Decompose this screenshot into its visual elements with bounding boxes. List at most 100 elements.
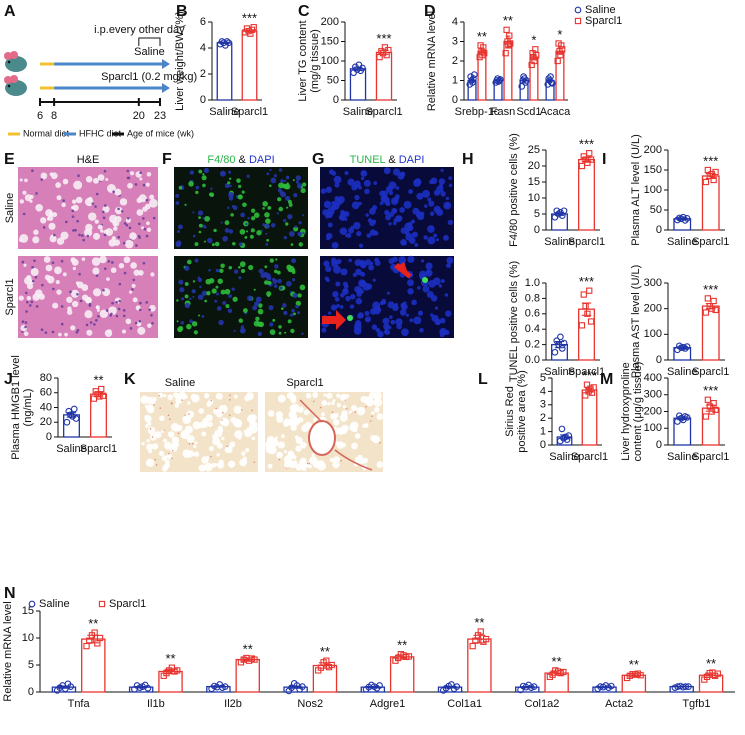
texture-dot bbox=[267, 463, 273, 469]
texture-dot bbox=[95, 192, 99, 196]
texture-dot bbox=[360, 271, 366, 277]
texture-dot bbox=[202, 173, 205, 176]
x-tick-label: Saline bbox=[56, 443, 87, 455]
y-tick-label: 0.4 bbox=[525, 323, 540, 335]
significance: ** bbox=[397, 638, 407, 653]
texture-dot bbox=[306, 462, 309, 465]
texture-dot bbox=[178, 391, 187, 401]
texture-dot bbox=[228, 170, 232, 174]
y-tick-label: 200 bbox=[321, 16, 339, 28]
texture-dot bbox=[342, 288, 349, 295]
texture-dot bbox=[422, 285, 430, 293]
bar bbox=[701, 305, 720, 361]
bar bbox=[241, 30, 258, 101]
texture-dot bbox=[239, 261, 246, 268]
texture-dot bbox=[142, 183, 146, 187]
texture-dot bbox=[204, 392, 210, 399]
texture-dot bbox=[35, 203, 43, 212]
texture-dot bbox=[91, 257, 101, 266]
data-point bbox=[560, 339, 568, 347]
texture-dot bbox=[327, 222, 333, 228]
texture-dot bbox=[85, 323, 89, 327]
bar bbox=[158, 670, 183, 693]
texture-dot bbox=[217, 462, 224, 469]
y-axis-label: TUNEL positive cells (%) bbox=[508, 261, 520, 382]
data-point bbox=[560, 668, 567, 676]
texture-dot bbox=[221, 436, 225, 441]
texture-dot bbox=[340, 427, 348, 435]
texture-dot bbox=[71, 258, 79, 266]
texture-dot bbox=[99, 255, 107, 264]
y-axis-label: Relative mRNA level bbox=[2, 601, 14, 701]
significance: ** bbox=[552, 654, 562, 669]
texture-dot bbox=[257, 308, 264, 315]
texture-dot bbox=[170, 401, 173, 404]
texture-dot bbox=[118, 299, 122, 303]
texture-dot bbox=[186, 450, 195, 458]
texture-dot bbox=[85, 296, 92, 304]
data-point bbox=[712, 168, 719, 176]
y-tick-label: 200 bbox=[644, 405, 662, 417]
texture-dot bbox=[339, 227, 348, 236]
texture-dot bbox=[365, 283, 373, 290]
data-point bbox=[586, 150, 593, 157]
texture-dot bbox=[330, 204, 337, 211]
texture-dot bbox=[336, 259, 342, 264]
texture-dot bbox=[113, 222, 117, 226]
texture-dot bbox=[283, 179, 287, 183]
texture-dot bbox=[168, 431, 175, 438]
legend-label: Sparcl1 bbox=[109, 598, 146, 610]
texture-dot bbox=[388, 222, 392, 226]
texture-dot bbox=[287, 199, 292, 204]
significance: *** bbox=[376, 31, 391, 46]
texture-dot bbox=[394, 303, 399, 307]
texture-dot bbox=[158, 392, 164, 398]
texture-dot bbox=[253, 212, 260, 218]
texture-dot bbox=[188, 297, 192, 301]
panel-label: J bbox=[4, 371, 13, 388]
texture-dot bbox=[52, 212, 58, 218]
texture-dot bbox=[145, 182, 150, 187]
texture-dot bbox=[25, 310, 28, 313]
texture-dot bbox=[323, 200, 332, 209]
texture-dot bbox=[192, 211, 195, 214]
texture-dot bbox=[211, 288, 217, 294]
significance: ** bbox=[503, 13, 513, 28]
texture-dot bbox=[246, 414, 256, 424]
texture-dot bbox=[331, 241, 339, 249]
texture-dot bbox=[446, 256, 454, 264]
texture-dot bbox=[295, 445, 302, 452]
texture-dot bbox=[66, 296, 73, 303]
texture-dot bbox=[222, 235, 228, 242]
texture-dot bbox=[31, 169, 34, 173]
error-bar bbox=[353, 66, 363, 71]
texture-dot bbox=[121, 329, 127, 334]
texture-dot bbox=[60, 305, 64, 308]
texture-dot bbox=[194, 441, 198, 445]
x-tick-label: Tgfb1 bbox=[682, 698, 710, 710]
significance: ** bbox=[477, 29, 487, 44]
y-axis-label: F4/80 positive cells (%) bbox=[508, 133, 520, 247]
texture-dot bbox=[300, 457, 307, 464]
group-label: Sparcl1 (0.2 mg/kg) bbox=[101, 71, 197, 83]
texture-dot bbox=[60, 259, 64, 263]
texture-dot bbox=[347, 178, 355, 186]
texture-dot bbox=[354, 194, 360, 201]
texture-dot bbox=[423, 235, 428, 240]
texture-dot bbox=[146, 461, 151, 467]
texture-dot bbox=[364, 259, 372, 266]
y-axis-label: Plasma HMGB1 level bbox=[10, 355, 22, 460]
data-point bbox=[483, 635, 490, 643]
texture-dot bbox=[288, 230, 295, 237]
texture-dot bbox=[326, 236, 330, 241]
texture-dot bbox=[265, 242, 269, 246]
y-tick-label: 100 bbox=[644, 184, 662, 196]
texture-dot bbox=[364, 316, 372, 323]
texture-dot bbox=[286, 206, 289, 209]
data-point bbox=[554, 57, 561, 65]
texture-dot bbox=[381, 299, 387, 305]
data-point bbox=[710, 399, 717, 407]
texture-dot bbox=[152, 216, 156, 220]
texture-dot bbox=[214, 463, 218, 467]
y-tick-label: 1 bbox=[540, 426, 546, 438]
